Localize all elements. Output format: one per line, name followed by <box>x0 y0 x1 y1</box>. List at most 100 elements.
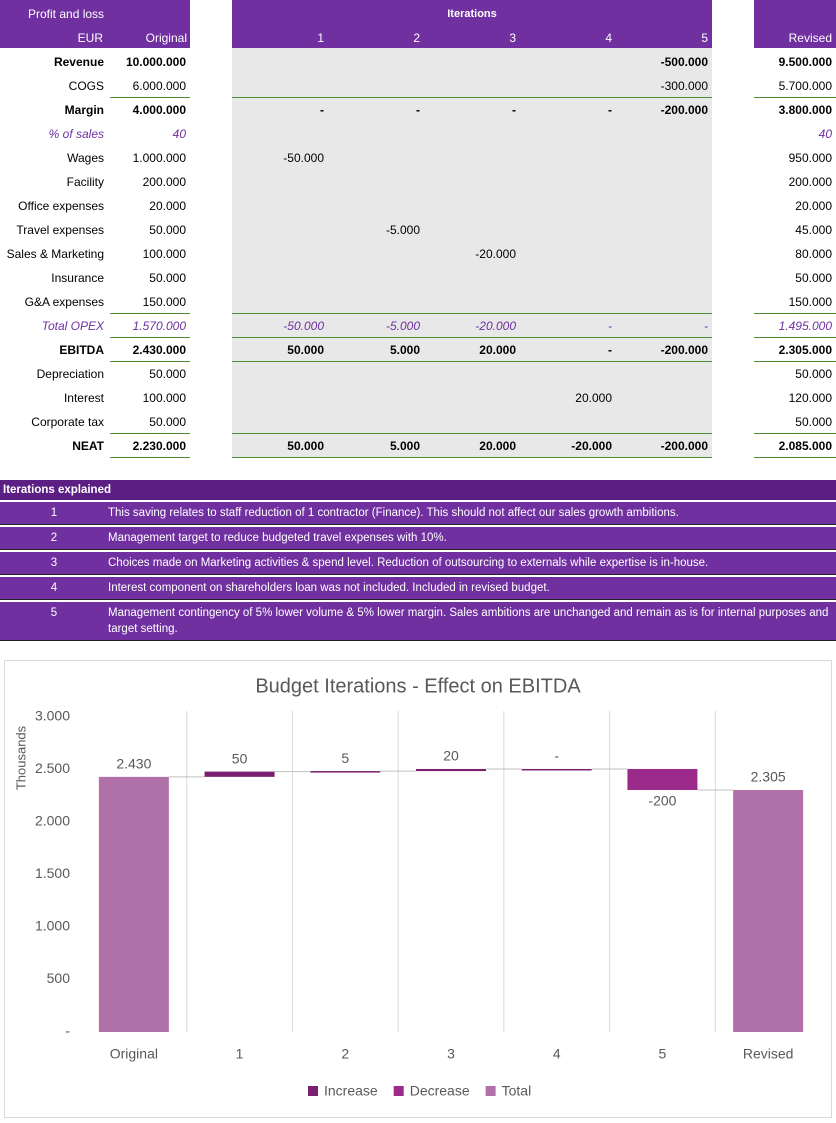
row-label: Depreciation <box>36 367 104 381</box>
col-header: Original <box>145 31 187 45</box>
cell-original: 10.000.000 <box>125 55 186 69</box>
cell-original: 6.000.000 <box>132 79 186 93</box>
cell-iteration: -200.000 <box>660 343 708 357</box>
bar <box>521 768 592 771</box>
cell-iteration: -200.000 <box>660 103 708 117</box>
bar <box>310 771 381 773</box>
currency: EUR <box>77 31 103 45</box>
explanation-row: 4 Interest component on shareholders loan… <box>0 577 836 600</box>
table-title: Profit and loss <box>28 7 105 21</box>
cell-iteration: 20.000 <box>479 343 516 357</box>
explanation-number: 1 <box>50 507 58 519</box>
cell-iteration: -20.000 <box>571 439 612 453</box>
x-tick-label: Revised <box>743 1046 794 1062</box>
row-label: Sales & Marketing <box>6 247 104 261</box>
explanation-row: 3 Choices made on Marketing activities & … <box>0 552 836 575</box>
row-border <box>754 433 836 434</box>
col-header: 2 <box>413 31 420 45</box>
row-label: Wages <box>67 151 104 165</box>
cell-revised: 150.000 <box>788 295 832 309</box>
cell-original: 50.000 <box>149 415 186 429</box>
row-label: Revenue <box>53 55 104 69</box>
row-label: Corporate tax <box>31 415 104 429</box>
cell-iteration: -200.000 <box>660 439 708 453</box>
row-border <box>232 361 712 362</box>
row-border <box>110 337 190 338</box>
cell-revised: 3.800.000 <box>778 103 832 117</box>
cell-revised: 50.000 <box>795 271 832 285</box>
bar <box>204 771 275 777</box>
y-tick-label: 1.500 <box>35 865 70 881</box>
legend-swatch <box>485 1086 496 1096</box>
cell-revised: 50.000 <box>795 367 832 381</box>
row-border <box>232 97 712 98</box>
y-tick-label: 2.000 <box>35 813 70 829</box>
row-border <box>754 457 836 458</box>
header-block <box>754 0 836 48</box>
cell-iteration: -5.000 <box>385 223 420 237</box>
cell-iteration: -20.000 <box>475 319 516 333</box>
row-border <box>232 457 712 458</box>
cell-iteration: - <box>704 319 708 333</box>
cell-original: 100.000 <box>142 391 186 405</box>
y-tick-label: 1.000 <box>35 918 70 934</box>
x-tick-label: 5 <box>659 1046 667 1062</box>
cell-original: 100.000 <box>142 247 186 261</box>
explanations-title: Iterations explained <box>0 480 836 500</box>
x-tick-label: 4 <box>553 1046 561 1062</box>
y-axis-label: Thousands <box>13 725 28 790</box>
y-tick-label: 2.500 <box>35 760 70 776</box>
cell-iteration: 5.000 <box>389 343 420 357</box>
data-label: 5 <box>341 750 349 766</box>
row-label: Total OPEX <box>41 319 104 333</box>
cell-original: 2.230.000 <box>132 439 186 453</box>
cell-revised: 120.000 <box>788 391 832 405</box>
cell-revised: 950.000 <box>788 151 832 165</box>
explanation-number: 5 <box>50 607 58 619</box>
row-border <box>754 97 836 98</box>
row-border <box>232 433 712 434</box>
legend-swatch <box>308 1086 318 1096</box>
cell-original: 40 <box>172 127 186 141</box>
cell-revised: 2.085.000 <box>778 439 832 453</box>
row-label: EBITDA <box>59 343 104 357</box>
cell-original: 1.000.000 <box>132 151 186 165</box>
legend-swatch <box>393 1086 404 1096</box>
y-tick-label: - <box>65 1023 70 1039</box>
bar <box>627 768 698 790</box>
cell-revised: 45.000 <box>795 223 832 237</box>
row-label: COGS <box>68 79 104 93</box>
cell-original: 200.000 <box>142 175 186 189</box>
explanation-row: 5 Management contingency of 5% lower volu… <box>0 602 836 641</box>
row-border <box>110 313 190 314</box>
row-label: % of sales <box>48 127 104 141</box>
cell-revised: 2.305.000 <box>778 343 832 357</box>
cell-revised: 80.000 <box>795 247 832 261</box>
iterations-area <box>232 48 712 458</box>
cell-iteration: -50.000 <box>283 151 324 165</box>
header-block <box>232 0 712 48</box>
row-label: Travel expenses <box>16 223 104 237</box>
data-label: 2.305 <box>751 769 786 785</box>
row-label: Margin <box>64 103 104 117</box>
row-border <box>110 97 190 98</box>
cell-iteration: 20.000 <box>575 391 612 405</box>
cell-iteration: -5.000 <box>385 319 420 333</box>
col-header: 5 <box>701 31 708 45</box>
explanation-text: Management contingency of 5% lower volum… <box>108 607 829 635</box>
explanation-text: This saving relates to staff reduction o… <box>108 507 679 519</box>
cell-iteration: -500.000 <box>660 55 708 69</box>
cell-revised: 5.700.000 <box>778 79 832 93</box>
cell-iteration: -50.000 <box>283 319 324 333</box>
data-label: 2.430 <box>116 756 151 772</box>
row-label: Interest <box>63 391 104 405</box>
cell-iteration: 5.000 <box>389 439 420 453</box>
col-header: Revised <box>788 31 832 45</box>
explanation-row: 1 This saving relates to staff reduction … <box>0 502 836 525</box>
cell-iteration: 20.000 <box>479 439 516 453</box>
y-tick-label: 500 <box>47 970 71 986</box>
cell-revised: 20.000 <box>795 199 832 213</box>
explanation-text: Management target to reduce budgeted tra… <box>108 532 447 544</box>
data-label: -200 <box>648 793 676 809</box>
